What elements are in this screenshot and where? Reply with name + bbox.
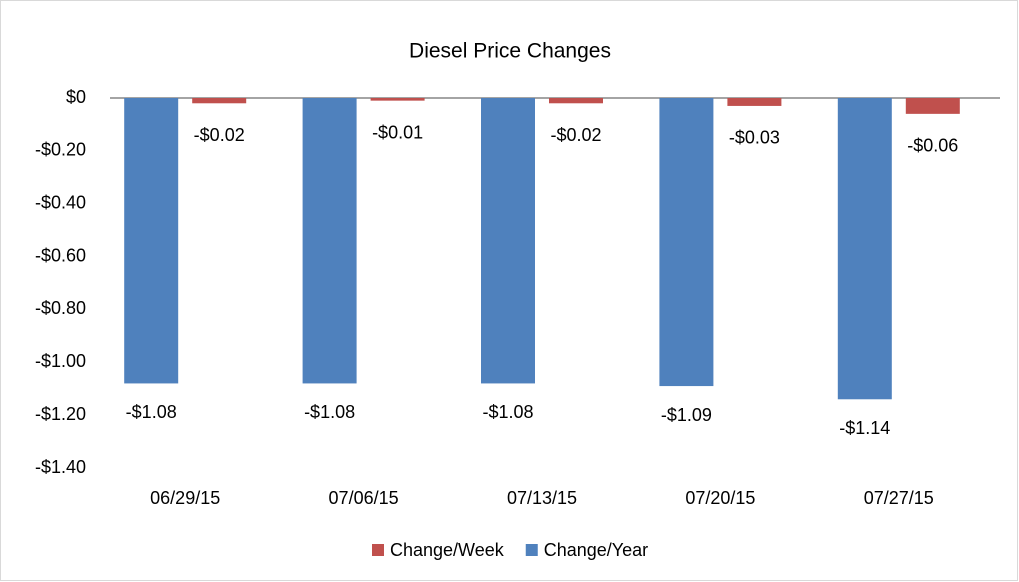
x-tick-label: 07/13/15 bbox=[507, 488, 577, 508]
x-tick-label: 07/06/15 bbox=[329, 488, 399, 508]
chart-title: Diesel Price Changes bbox=[409, 40, 611, 63]
y-tick-label: -$0.60 bbox=[35, 245, 86, 265]
data-label: -$0.02 bbox=[550, 125, 601, 145]
legend-swatch bbox=[525, 544, 538, 556]
data-label: -$1.08 bbox=[126, 402, 177, 422]
bar bbox=[481, 98, 535, 384]
bar bbox=[370, 98, 425, 101]
bar bbox=[727, 98, 782, 106]
legend-label: Change/Year bbox=[544, 540, 648, 560]
legend-label: Change/Week bbox=[390, 540, 505, 560]
y-tick-label: -$1.40 bbox=[35, 457, 86, 477]
data-label: -$0.02 bbox=[194, 125, 245, 145]
bar bbox=[549, 98, 603, 104]
y-tick-label: -$0.80 bbox=[35, 298, 86, 318]
data-label: -$1.08 bbox=[482, 402, 533, 422]
data-label: -$1.08 bbox=[304, 402, 355, 422]
y-tick-label: -$1.20 bbox=[35, 404, 86, 424]
data-label: -$0.01 bbox=[372, 122, 423, 142]
bar bbox=[192, 98, 247, 104]
bar bbox=[659, 98, 714, 387]
bar bbox=[302, 98, 357, 384]
bar bbox=[905, 98, 960, 114]
x-tick-label: 07/27/15 bbox=[864, 488, 934, 508]
data-label: -$1.14 bbox=[839, 418, 890, 438]
data-label: -$0.03 bbox=[729, 128, 780, 148]
data-label: -$1.09 bbox=[661, 405, 712, 425]
x-tick-label: 06/29/15 bbox=[150, 488, 220, 508]
y-tick-label: -$1.00 bbox=[35, 351, 86, 371]
bar bbox=[837, 98, 892, 400]
y-tick-label: -$0.40 bbox=[35, 192, 86, 212]
y-tick-label: -$0.20 bbox=[35, 140, 86, 160]
legend-swatch bbox=[372, 544, 384, 556]
y-tick-label: $0 bbox=[66, 87, 86, 107]
x-tick-label: 07/20/15 bbox=[685, 488, 755, 508]
bar bbox=[124, 98, 179, 384]
data-label: -$0.06 bbox=[907, 136, 958, 156]
